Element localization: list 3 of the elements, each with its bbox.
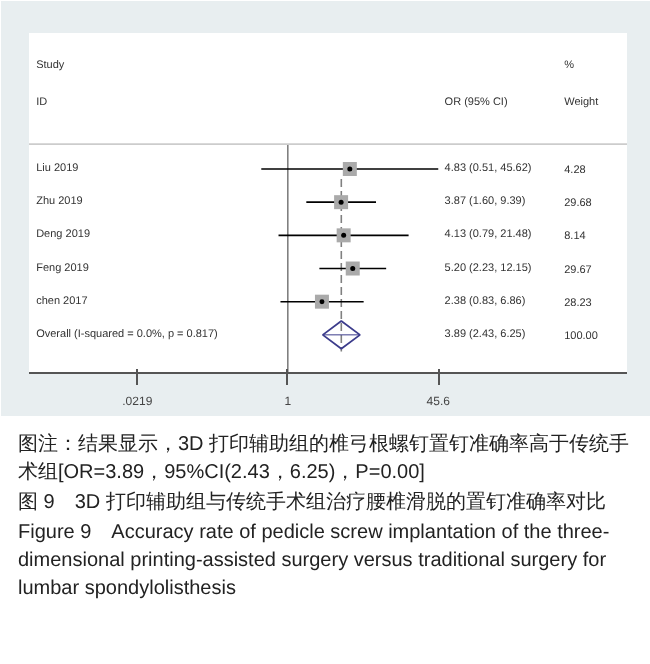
caption: 图 9 3D 打印辅助组与传统手术组治疗腰椎滑脱的置钉准确率对比	[18, 490, 608, 518]
caption: Figure 9 Accuracy rate of pedicle screw implantation of the three-dimensional printing-assisted surgery versus traditional surgery for lumbar spondylolisthesis	[18, 520, 612, 604]
text: 图注：结果显示，3D 打印辅助组的椎弓根螺钉置钉准确率高于传统手术组[OR=3.89，95%CI(2.43，6.25)，P=0.00]	[18, 432, 632, 488]
